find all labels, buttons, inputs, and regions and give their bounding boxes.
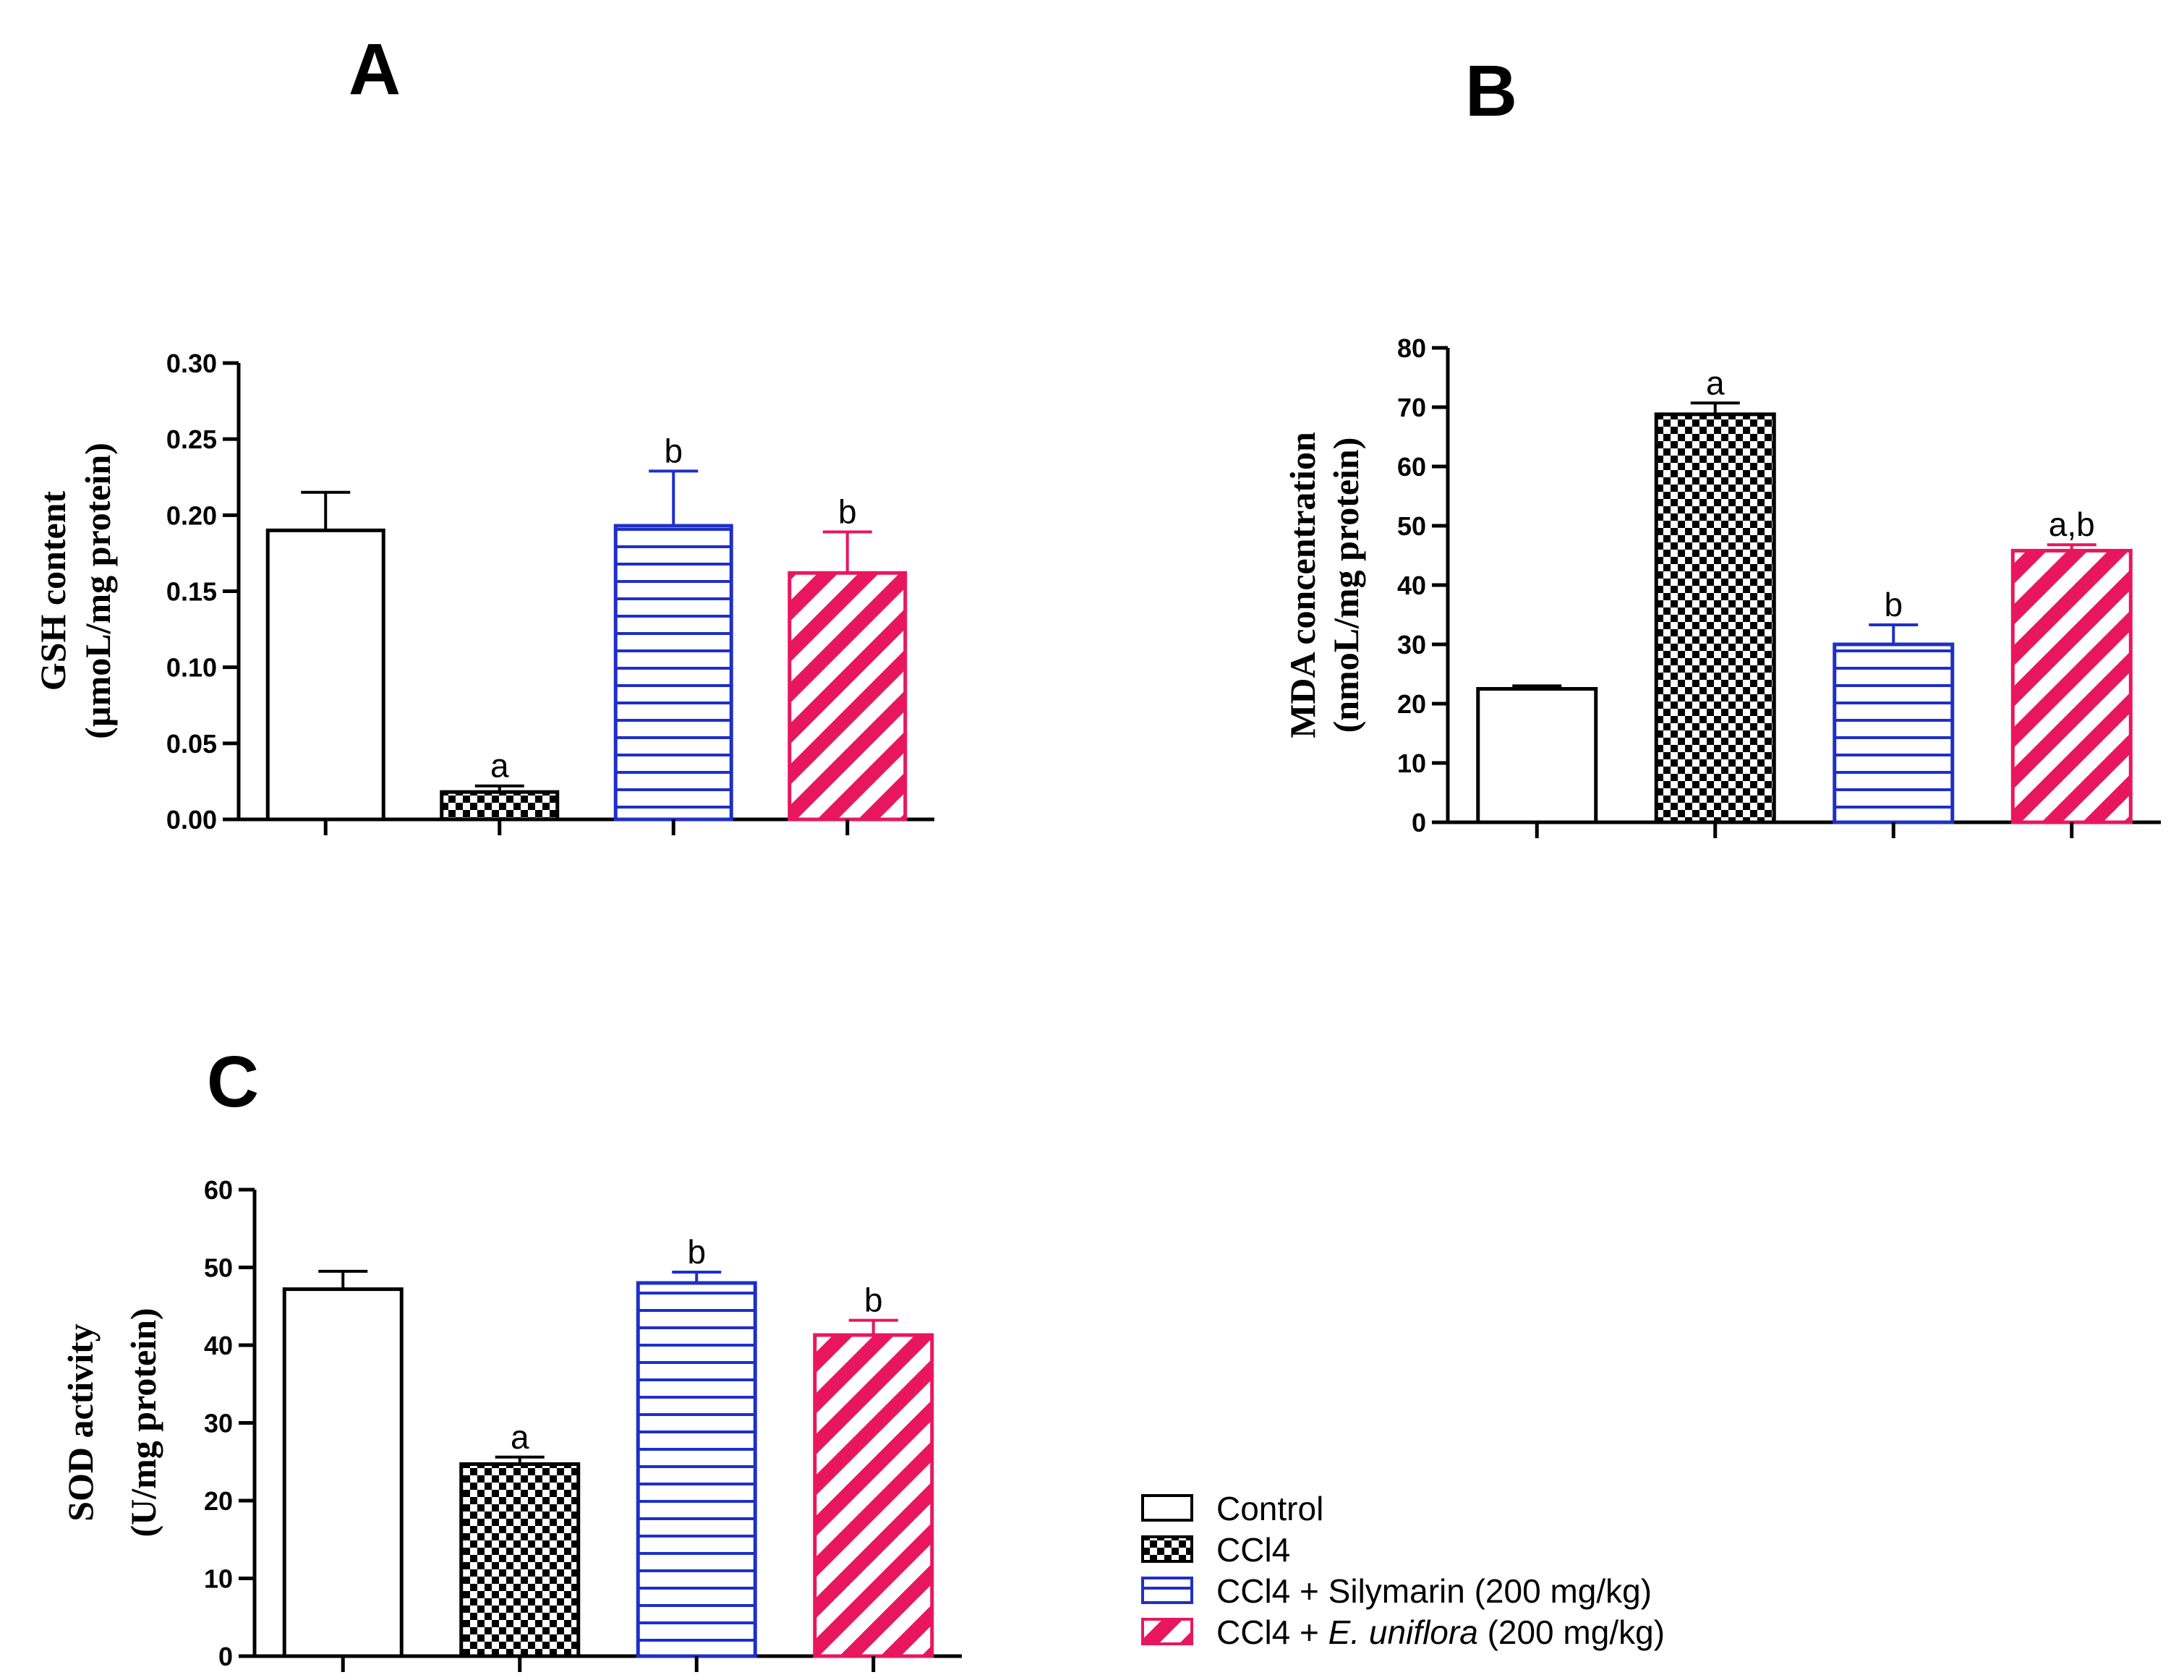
- legend-label-ccl4: CCl4: [1216, 1531, 1290, 1569]
- legend-label-uniflora-italic: E. uniflora: [1328, 1613, 1478, 1651]
- sig-label-c-uniflora: b: [864, 1282, 883, 1319]
- y-axis-title-a: GSH content: [33, 490, 73, 691]
- y-tick-label-b-0: 0: [1412, 808, 1426, 837]
- y-tick-label-c-3: 30: [204, 1409, 233, 1438]
- legend-entry-ccl4: CCl4: [1141, 1531, 1290, 1569]
- legend-swatch-control: [1141, 1494, 1193, 1522]
- legend-swatch-uniflora: [1141, 1618, 1193, 1645]
- sig-label-b-ccl4: a: [1706, 364, 1725, 401]
- legend-label-control: Control: [1216, 1490, 1323, 1527]
- y-tick-label-c-0: 0: [218, 1642, 233, 1671]
- bar-a-uniflora: [788, 571, 908, 822]
- sig-label-a-ccl4: a: [490, 747, 509, 785]
- y-axis-title-c: SOD activity: [60, 1323, 101, 1522]
- plot-B: 0 10 20 30 40 50 60 70 80 MDA concentration (nmoL/…: [1282, 333, 2161, 838]
- bar-b-control: [1476, 687, 1598, 824]
- y-tick-label-a-4: 0.20: [166, 500, 217, 530]
- y-tick-label-a-6: 0.30: [166, 349, 217, 378]
- bar-c-control: [282, 1287, 404, 1658]
- legend-entry-control: Control: [1141, 1490, 1323, 1527]
- y-tick-label-b-7: 70: [1397, 393, 1426, 422]
- y-tick-label-a-0: 0.00: [166, 805, 217, 835]
- y-tick-label-b-4: 40: [1397, 571, 1426, 600]
- y-tick-label-c-1: 10: [204, 1564, 233, 1594]
- plot-C: 0 10 20 30 40 50 60 SOD activity (U/mg protein) a…: [60, 1175, 962, 1672]
- bar-a-control: [265, 528, 385, 822]
- y-tick-label-b-8: 80: [1397, 333, 1426, 363]
- y-tick-label-a-1: 0.05: [166, 729, 217, 759]
- bar-b-uniflora: [2010, 548, 2133, 824]
- sig-label-b-uniflora: a,b: [2049, 506, 2095, 543]
- y-tick-label-a-2: 0.10: [166, 653, 217, 683]
- plot-A: 0.00 0.05 0.10 0.15 0.20 0.25 0.30 GSH content(…: [33, 349, 934, 835]
- legend-label-uniflora-suffix: (200 mg/kg): [1478, 1613, 1665, 1651]
- y-tick-label-b-2: 20: [1397, 689, 1426, 719]
- bar-b-silymarin: [1833, 642, 1955, 824]
- panel-letter-B: B: [1465, 51, 1517, 132]
- y-tick-label-b-6: 60: [1397, 452, 1426, 482]
- bar-a-ccl4: [440, 790, 560, 822]
- legend-entry-uniflora: CCl4 + E. uniflora (200 mg/kg): [1141, 1613, 1665, 1651]
- y-tick-label-c-4: 40: [204, 1331, 233, 1360]
- panel-B: B 0 10 20 30 40 50 60 70 80 MDA concentration (nmo…: [1282, 51, 2161, 838]
- y-axis-subtitle-b: (nmoL/mg protein): [1326, 438, 1366, 733]
- legend-swatch-silymarin: [1141, 1577, 1193, 1604]
- legend-entry-silymarin: CCl4 + Silymarin (200 mg/kg): [1141, 1572, 1652, 1610]
- y-tick-label-b-5: 50: [1397, 511, 1426, 541]
- y-axis-subtitle-c: (U/mg protein): [123, 1308, 163, 1537]
- y-tick-label-c-5: 50: [204, 1253, 233, 1283]
- panel-A: A 0.00 0.05 0.10 0.15 0.20 0.25 0.30 GSH conten…: [33, 29, 934, 835]
- y-axis-subtitle-a: (µmoL/mg protein): [77, 443, 118, 739]
- y-tick-label-c-6: 60: [204, 1175, 233, 1205]
- sig-label-a-uniflora: b: [838, 493, 857, 530]
- panel-letter-A: A: [349, 29, 401, 110]
- legend-label-uniflora-prefix: CCl4 +: [1216, 1613, 1328, 1651]
- legend: Control CCl4 CCl4 + Silymarin (200 mg/kg…: [1141, 1490, 1665, 1651]
- y-tick-label-b-1: 10: [1397, 749, 1426, 778]
- sig-label-c-ccl4: a: [511, 1418, 529, 1456]
- y-tick-label-a-5: 0.25: [166, 425, 217, 454]
- legend-swatch-ccl4: [1141, 1535, 1193, 1563]
- bar-a-silymarin: [613, 524, 733, 822]
- bar-b-ccl4: [1654, 412, 1776, 824]
- y-axis-title-b: MDA concentration: [1282, 432, 1323, 738]
- legend-label-silymarin: CCl4 + Silymarin (200 mg/kg): [1216, 1572, 1652, 1610]
- panel-C: C 0 10 20 30 40 50 60 SOD activity (U/mg protein…: [60, 1041, 962, 1672]
- y-tick-label-c-2: 20: [204, 1486, 233, 1516]
- panel-letter-C: C: [207, 1041, 259, 1122]
- sig-label-a-silymarin: b: [664, 432, 683, 469]
- bar-c-ccl4: [459, 1462, 581, 1658]
- legend-label-uniflora: CCl4 + E. uniflora (200 mg/kg): [1216, 1613, 1665, 1651]
- y-tick-label-b-3: 30: [1397, 630, 1426, 660]
- bar-c-silymarin: [636, 1281, 757, 1658]
- sig-label-b-silymarin: b: [1884, 586, 1903, 623]
- sig-label-c-silymarin: b: [687, 1233, 706, 1271]
- bar-c-uniflora: [813, 1333, 934, 1658]
- y-tick-label-a-3: 0.15: [166, 577, 217, 607]
